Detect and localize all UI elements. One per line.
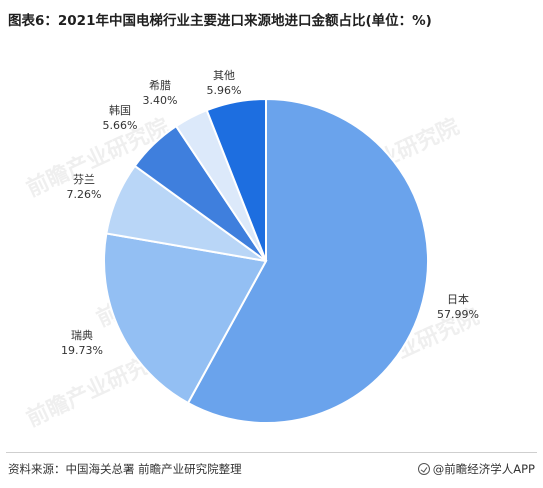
slice-label-value: 5.66% <box>103 119 138 132</box>
slice-label-name: 日本 <box>447 292 469 306</box>
slice-label-name: 瑞典 <box>71 328 93 342</box>
pie-labels: 日本 57.99% 瑞典 19.73% 芬兰 7.26% 韩国 5.66% 希腊 3.40% 其他 5… <box>61 69 479 357</box>
slice-label-value: 7.26% <box>67 188 102 201</box>
slice-label-value: 5.96% <box>207 84 242 97</box>
slice-label-value: 57.99% <box>437 308 479 321</box>
slice-label-value: 3.40% <box>143 94 178 107</box>
footer-divider <box>6 452 537 453</box>
slice-label-value: 19.73% <box>61 344 103 357</box>
brand-text: @前瞻经济学人APP <box>432 462 535 476</box>
source-note: 资料来源：中国海关总署 前瞻产业研究院整理 <box>8 462 242 476</box>
slice-label-name: 希腊 <box>149 78 171 92</box>
slice-label-name: 韩国 <box>109 103 131 117</box>
brand-credit: @前瞻经济学人APP <box>417 461 535 477</box>
slice-label-name: 芬兰 <box>73 173 95 186</box>
pie-slices <box>103 97 429 424</box>
pie-chart: 日本 57.99% 瑞典 19.73% 芬兰 7.26% 韩国 5.66% 希腊 3.40% 其他 5… <box>61 69 479 424</box>
chart-title: 图表6：2021年中国电梯行业主要进口来源地进口金额占比(单位：%) <box>8 13 432 29</box>
slice-label-name: 其他 <box>213 69 235 82</box>
brand-logo-icon <box>417 463 430 475</box>
pie-slice-5 <box>205 97 267 262</box>
pie-slice-0 <box>186 97 429 424</box>
pie-slice-1 <box>103 232 268 405</box>
